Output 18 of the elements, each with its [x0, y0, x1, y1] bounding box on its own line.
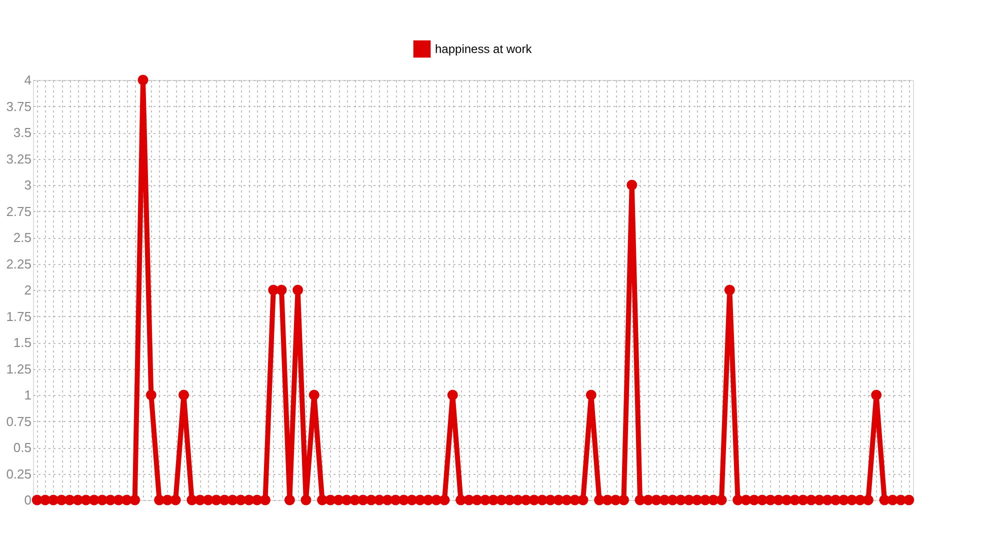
- y-tick-label: 2.5: [13, 230, 32, 245]
- y-tick-label: 1: [24, 388, 32, 402]
- y-tick-label: 4: [24, 72, 32, 88]
- y-tick-label: 2.75: [6, 204, 32, 219]
- y-tick-label: 0: [24, 492, 32, 508]
- y-tick-label: 3.25: [6, 151, 32, 166]
- y-tick-label: 1.25: [6, 361, 32, 376]
- y-tick-label: 2.25: [6, 256, 32, 272]
- y-tick-label: 1.5: [13, 335, 32, 350]
- y-tick-label: 0.25: [6, 466, 32, 482]
- y-tick-label: 3.5: [13, 125, 32, 140]
- y-tick-label: 0.5: [13, 440, 32, 455]
- y-tick-label: 3.75: [6, 98, 32, 114]
- y-tick-label: 2: [24, 282, 32, 298]
- y-tick-label: 3: [24, 178, 32, 192]
- y-tick-label: 0.75: [6, 414, 32, 429]
- y-tick-label: 1.75: [6, 308, 32, 324]
- legend-label: happiness at work: [435, 42, 533, 56]
